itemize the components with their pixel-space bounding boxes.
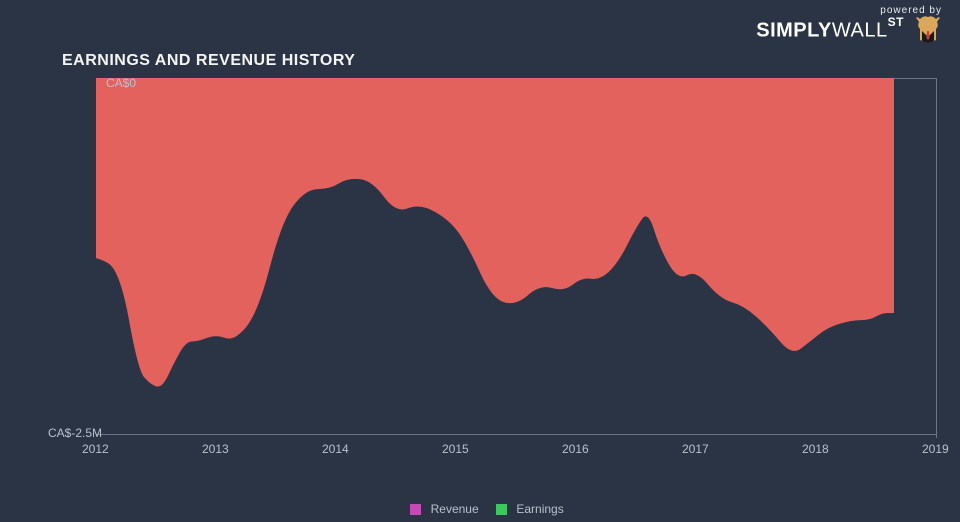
y-axis-max-label: CA$0 <box>106 76 136 90</box>
x-tick-label: 2014 <box>322 442 349 456</box>
gridline-bottom <box>96 434 936 435</box>
powered-by-label: powered by <box>756 6 942 16</box>
chart-title: EARNINGS AND REVENUE HISTORY <box>62 52 355 70</box>
x-tick-label: 2018 <box>802 442 829 456</box>
x-tick-label: 2017 <box>682 442 709 456</box>
legend-label-earnings: Earnings <box>516 502 563 516</box>
y-axis-min-label: CA$-2.5M <box>48 426 102 440</box>
axis-border-right <box>936 78 937 438</box>
x-tick-label: 2015 <box>442 442 469 456</box>
area-plot <box>96 78 936 434</box>
earnings-revenue-chart: CA$0 CA$-2.5M 2012 2013 2014 2015 2016 2017 20… <box>48 78 936 460</box>
legend-swatch-earnings <box>496 504 507 515</box>
x-tick-label: 2019 <box>922 442 949 456</box>
x-tick-label: 2012 <box>82 442 109 456</box>
branding: powered by SIMPLYWALLST <box>756 6 942 46</box>
x-tick-label: 2013 <box>202 442 229 456</box>
legend-label-revenue: Revenue <box>431 502 479 516</box>
legend-swatch-revenue <box>410 504 421 515</box>
legend: Revenue Earnings <box>0 502 960 516</box>
x-tick-label: 2016 <box>562 442 589 456</box>
brand-name: SIMPLYWALLST <box>756 16 942 46</box>
bull-mascot-icon <box>914 16 942 46</box>
